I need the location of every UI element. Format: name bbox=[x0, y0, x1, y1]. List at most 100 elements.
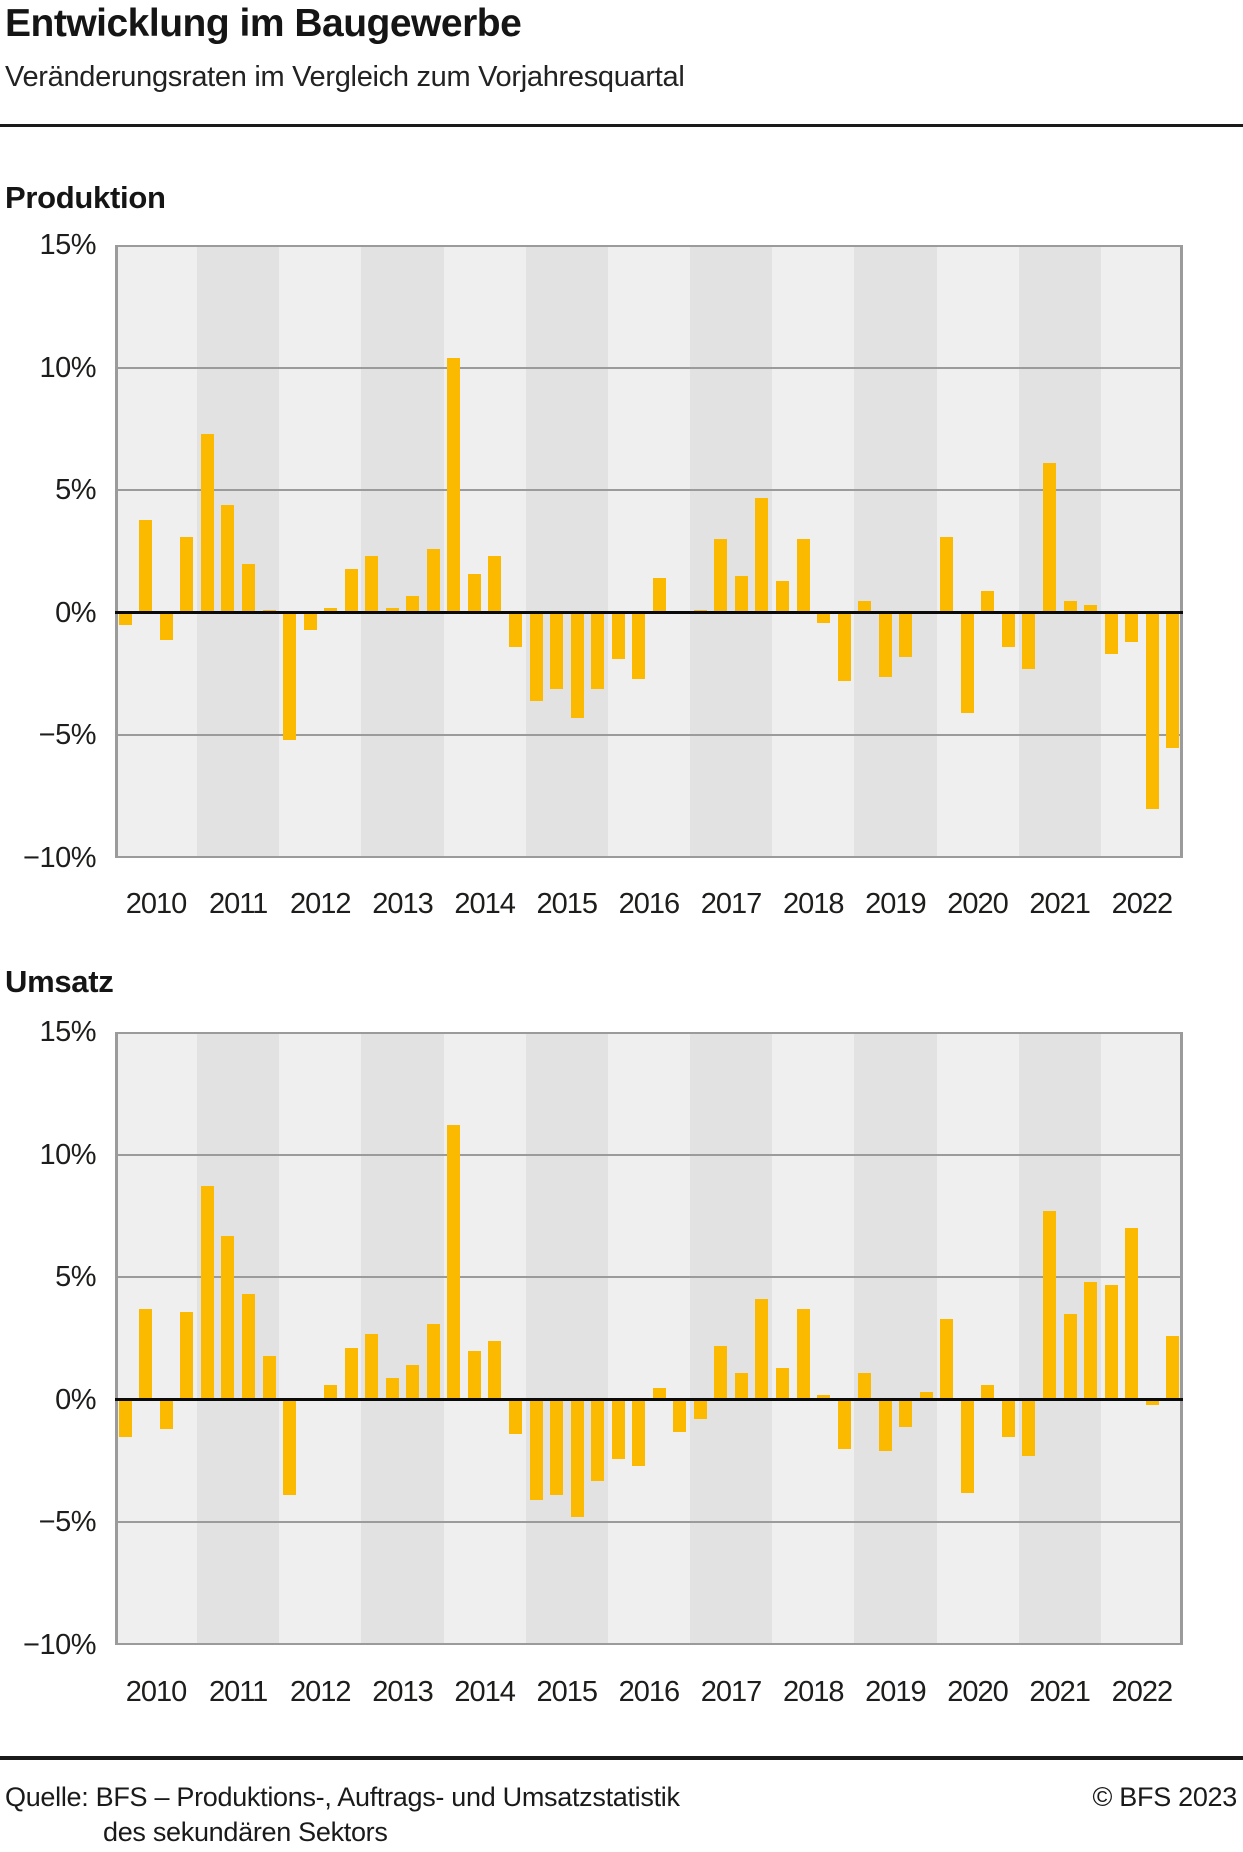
bar-2020-Q2 bbox=[960, 612, 974, 714]
bar-2010-Q2 bbox=[139, 1309, 153, 1400]
bar-2015-Q2 bbox=[550, 1399, 564, 1496]
gridline-5 bbox=[115, 1276, 1183, 1279]
bar-2022-Q3 bbox=[1145, 612, 1159, 809]
bar-2012-Q4 bbox=[344, 568, 358, 613]
bar-2010-Q4 bbox=[180, 1311, 194, 1400]
bar-2021-Q3 bbox=[1063, 1313, 1077, 1400]
bar-2017-Q2 bbox=[714, 1345, 728, 1400]
bar-2014-Q3 bbox=[488, 1340, 502, 1400]
bar-2013-Q1 bbox=[365, 1333, 379, 1400]
bar-2015-Q1 bbox=[529, 1399, 543, 1501]
bar-2016-Q3 bbox=[652, 1387, 666, 1400]
bar-2019-Q4 bbox=[919, 1392, 933, 1400]
x-tick-label-2021: 2021 bbox=[1029, 1676, 1091, 1708]
y-tick-label: 10% bbox=[39, 351, 96, 384]
y-tick-label: 15% bbox=[39, 229, 96, 261]
bar-2016-Q1 bbox=[611, 612, 625, 660]
bar-2020-Q3 bbox=[981, 1385, 995, 1400]
y-tick-label: 0% bbox=[55, 1383, 96, 1416]
year-band-2015 bbox=[525, 1032, 608, 1645]
gridline-10 bbox=[115, 366, 1183, 369]
bar-2017-Q3 bbox=[734, 576, 748, 613]
bar-2012-Q3 bbox=[324, 1385, 338, 1400]
gridline--5 bbox=[115, 1521, 1183, 1524]
y-tick-label: −10% bbox=[23, 1629, 96, 1661]
bar-2014-Q3 bbox=[488, 556, 502, 613]
bar-2014-Q4 bbox=[509, 612, 522, 648]
source-text-line2: des sekundären Sektors bbox=[103, 1817, 388, 1847]
bar-2010-Q4 bbox=[180, 536, 194, 613]
gridline--5 bbox=[115, 734, 1183, 737]
bar-2020-Q1 bbox=[940, 1318, 954, 1400]
bar-2013-Q2 bbox=[385, 1377, 399, 1400]
x-tick-label-2015: 2015 bbox=[536, 1676, 599, 1708]
x-tick-label-2013: 2013 bbox=[372, 1676, 434, 1708]
plot-left-border bbox=[115, 1032, 118, 1645]
x-tick-label-2020: 2020 bbox=[947, 1676, 1009, 1708]
year-band-2019 bbox=[854, 245, 937, 858]
bar-2016-Q3 bbox=[652, 578, 666, 613]
plot-right-border bbox=[1180, 245, 1183, 858]
zero-line bbox=[115, 611, 1183, 615]
bar-2018-Q3 bbox=[817, 1394, 831, 1400]
bar-2016-Q4 bbox=[673, 1399, 687, 1432]
bar-2022-Q4 bbox=[1166, 1336, 1180, 1400]
bar-2011-Q3 bbox=[242, 1294, 255, 1400]
bar-2014-Q2 bbox=[467, 1350, 481, 1400]
x-tick-label-2010: 2010 bbox=[125, 888, 188, 920]
bar-2017-Q4 bbox=[755, 1299, 769, 1400]
bar-2017-Q2 bbox=[714, 539, 728, 613]
gridline--10 bbox=[115, 1643, 1183, 1645]
bar-2022-Q2 bbox=[1125, 612, 1139, 643]
x-tick-label-2015: 2015 bbox=[536, 888, 599, 920]
x-tick-label-2019: 2019 bbox=[865, 1676, 927, 1708]
bar-2022-Q1 bbox=[1104, 612, 1118, 655]
year-band-2022 bbox=[1100, 245, 1183, 858]
x-tick-label-2018: 2018 bbox=[782, 888, 845, 920]
x-tick-label-2011: 2011 bbox=[208, 1676, 268, 1708]
x-tick-label-2021: 2021 bbox=[1029, 888, 1091, 920]
bar-2020-Q4 bbox=[1001, 1399, 1015, 1437]
bar-2013-Q1 bbox=[365, 556, 379, 613]
bar-2014-Q2 bbox=[467, 573, 481, 613]
x-tick-label-2022: 2022 bbox=[1111, 1676, 1174, 1708]
bar-2012-Q4 bbox=[344, 1348, 358, 1400]
gridline-15 bbox=[115, 1032, 1183, 1034]
bar-2016-Q2 bbox=[632, 612, 646, 679]
bar-2010-Q3 bbox=[159, 612, 173, 640]
x-tick-label-2013: 2013 bbox=[372, 888, 434, 920]
bar-2010-Q1 bbox=[118, 1399, 132, 1437]
bar-2022-Q3 bbox=[1145, 1399, 1159, 1405]
bar-2019-Q1 bbox=[858, 1372, 872, 1400]
page-title: Entwicklung im Baugewerbe bbox=[5, 2, 522, 45]
bar-2010-Q1 bbox=[118, 612, 132, 626]
y-tick-label: −5% bbox=[38, 719, 97, 752]
bar-2012-Q1 bbox=[283, 612, 297, 741]
bar-2011-Q3 bbox=[242, 563, 255, 613]
bar-2013-Q3 bbox=[406, 595, 420, 613]
bar-2010-Q3 bbox=[159, 1399, 173, 1430]
bar-2011-Q2 bbox=[221, 504, 235, 613]
bar-2018-Q1 bbox=[776, 1367, 789, 1400]
bar-2019-Q1 bbox=[858, 600, 872, 613]
footer-divider bbox=[0, 1756, 1243, 1760]
plot-left-border bbox=[115, 245, 118, 858]
bar-2021-Q2 bbox=[1043, 463, 1056, 613]
bar-2020-Q1 bbox=[940, 536, 954, 613]
bar-2010-Q2 bbox=[139, 519, 153, 613]
bar-2020-Q4 bbox=[1001, 612, 1015, 648]
y-tick-label: 5% bbox=[55, 1261, 96, 1294]
bar-2015-Q1 bbox=[529, 612, 543, 702]
bar-2018-Q1 bbox=[776, 580, 789, 613]
year-band-2021 bbox=[1018, 245, 1101, 858]
x-tick-label-2019: 2019 bbox=[865, 888, 927, 920]
bar-2017-Q1 bbox=[693, 1399, 707, 1420]
x-tick-label-2017: 2017 bbox=[700, 888, 763, 920]
bar-2020-Q2 bbox=[960, 1399, 974, 1493]
x-tick-label-2010: 2010 bbox=[125, 1676, 188, 1708]
bar-2011-Q1 bbox=[200, 1186, 214, 1400]
bar-2019-Q2 bbox=[878, 612, 892, 677]
x-tick-label-2012: 2012 bbox=[290, 888, 352, 920]
bar-2011-Q4 bbox=[262, 1355, 276, 1400]
bar-2011-Q2 bbox=[221, 1235, 235, 1400]
